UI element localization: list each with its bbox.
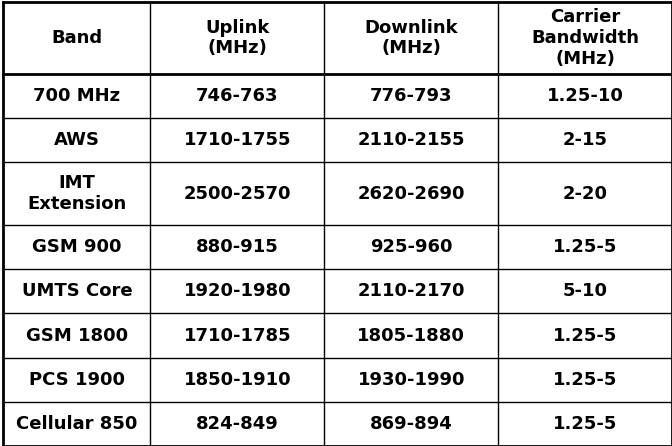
- Text: IMT
Extension: IMT Extension: [28, 174, 126, 213]
- Text: 700 MHz: 700 MHz: [34, 87, 120, 105]
- Text: Downlink
(MHz): Downlink (MHz): [364, 19, 458, 58]
- Text: 824-849: 824-849: [196, 415, 279, 433]
- Text: 746-763: 746-763: [196, 87, 279, 105]
- Text: 925-960: 925-960: [370, 238, 452, 256]
- Text: 1805-1880: 1805-1880: [358, 326, 465, 345]
- Text: 1850-1910: 1850-1910: [183, 371, 291, 389]
- Text: GSM 900: GSM 900: [32, 238, 122, 256]
- Text: 1710-1755: 1710-1755: [183, 131, 291, 149]
- Text: Carrier
Bandwidth
(MHz): Carrier Bandwidth (MHz): [531, 8, 639, 68]
- Text: 869-894: 869-894: [370, 415, 453, 433]
- Text: 5-10: 5-10: [562, 282, 607, 301]
- Text: 1930-1990: 1930-1990: [358, 371, 465, 389]
- Text: 2-20: 2-20: [562, 185, 607, 203]
- Text: PCS 1900: PCS 1900: [29, 371, 125, 389]
- Text: UMTS Core: UMTS Core: [22, 282, 132, 301]
- Text: 776-793: 776-793: [370, 87, 452, 105]
- Text: Uplink
(MHz): Uplink (MHz): [205, 19, 269, 58]
- Text: 1.25-5: 1.25-5: [553, 415, 618, 433]
- Text: 1.25-10: 1.25-10: [546, 87, 624, 105]
- Text: 1.25-5: 1.25-5: [553, 371, 618, 389]
- Text: 2110-2155: 2110-2155: [358, 131, 465, 149]
- Text: GSM 1800: GSM 1800: [26, 326, 128, 345]
- Text: 1920-1980: 1920-1980: [183, 282, 291, 301]
- Text: 2500-2570: 2500-2570: [183, 185, 291, 203]
- Text: 1.25-5: 1.25-5: [553, 326, 618, 345]
- Text: 2110-2170: 2110-2170: [358, 282, 465, 301]
- Text: Cellular 850: Cellular 850: [16, 415, 138, 433]
- Text: 880-915: 880-915: [196, 238, 279, 256]
- Text: 2-15: 2-15: [562, 131, 607, 149]
- Text: Band: Band: [51, 29, 103, 47]
- Text: AWS: AWS: [54, 131, 100, 149]
- Text: 1.25-5: 1.25-5: [553, 238, 618, 256]
- Text: 2620-2690: 2620-2690: [358, 185, 465, 203]
- Text: 1710-1785: 1710-1785: [183, 326, 291, 345]
